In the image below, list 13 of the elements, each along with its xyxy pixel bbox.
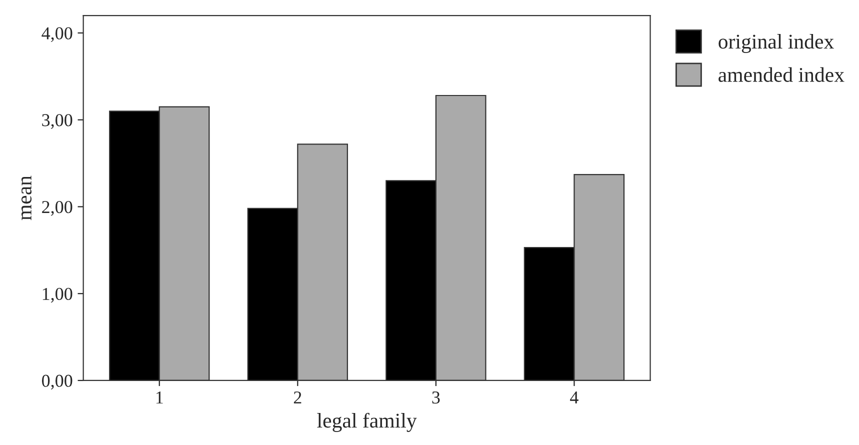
legend-label: original index (718, 34, 834, 53)
x-tick-label: 3 (432, 391, 440, 404)
x-tick-label: 4 (570, 392, 578, 404)
x-axis-title: legal family (317, 412, 417, 432)
x-tick-label: 2 (294, 391, 302, 404)
y-tick-label: 1,00 (42, 288, 72, 303)
y-tick-label: 2,00 (42, 200, 72, 216)
y-tick-label: 3,00 (42, 114, 72, 129)
y-tick-label: 0,00 (42, 374, 72, 390)
y-tick-label: 4,00 (42, 27, 72, 42)
x-tick-label: 1 (156, 392, 163, 404)
legend-label: amended index (718, 67, 844, 82)
y-axis-title: mean (22, 176, 32, 220)
